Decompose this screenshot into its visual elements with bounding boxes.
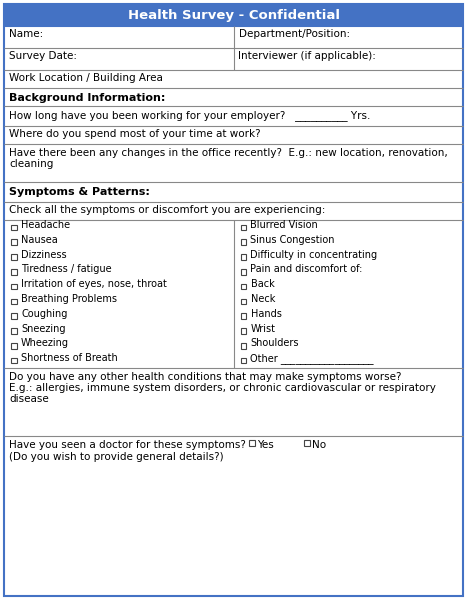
Text: Hands: Hands xyxy=(250,308,282,319)
Text: Wheezing: Wheezing xyxy=(21,338,69,348)
Text: Breathing Problems: Breathing Problems xyxy=(21,294,117,304)
Text: Yes: Yes xyxy=(257,440,274,450)
Bar xyxy=(11,269,16,275)
Bar xyxy=(11,284,16,289)
Text: Survey Date:: Survey Date: xyxy=(9,51,77,61)
Text: Health Survey - Confidential: Health Survey - Confidential xyxy=(127,8,340,22)
Text: E.g.: allergies, immune system disorders, or chronic cardiovascular or respirato: E.g.: allergies, immune system disorders… xyxy=(9,383,436,393)
Bar xyxy=(241,313,246,319)
Text: Neck: Neck xyxy=(250,294,275,304)
Bar xyxy=(241,269,246,275)
Text: disease: disease xyxy=(9,394,49,404)
Text: Symptoms & Patterns:: Symptoms & Patterns: xyxy=(9,187,150,197)
Bar xyxy=(241,328,246,334)
Text: No: No xyxy=(312,440,326,450)
Bar xyxy=(241,284,246,289)
Text: Other ___________________: Other ___________________ xyxy=(250,353,374,364)
Text: Blurred Vision: Blurred Vision xyxy=(250,220,318,230)
Text: Difficulty in concentrating: Difficulty in concentrating xyxy=(250,250,378,259)
Text: Background Information:: Background Information: xyxy=(9,93,165,103)
Text: Irritation of eyes, nose, throat: Irritation of eyes, nose, throat xyxy=(21,279,167,289)
Bar xyxy=(241,239,246,245)
Text: Work Location / Building Area: Work Location / Building Area xyxy=(9,73,163,83)
Bar xyxy=(241,358,246,364)
Text: Coughing: Coughing xyxy=(21,308,67,319)
Text: Name:: Name: xyxy=(9,29,43,39)
Bar xyxy=(241,224,246,230)
Text: Have there been any changes in the office recently?  E.g.: new location, renovat: Have there been any changes in the offic… xyxy=(9,148,448,158)
Bar xyxy=(11,254,16,260)
Text: Back: Back xyxy=(250,279,274,289)
Bar xyxy=(304,440,310,446)
Text: Where do you spend most of your time at work?: Where do you spend most of your time at … xyxy=(9,129,261,139)
Text: Headache: Headache xyxy=(21,220,70,230)
Text: Check all the symptoms or discomfort you are experiencing:: Check all the symptoms or discomfort you… xyxy=(9,205,325,215)
Text: Have you seen a doctor for these symptoms?: Have you seen a doctor for these symptom… xyxy=(9,440,246,450)
Text: Nausea: Nausea xyxy=(21,235,58,245)
Text: Department/Position:: Department/Position: xyxy=(239,29,350,39)
Text: How long have you been working for your employer?   __________ Yrs.: How long have you been working for your … xyxy=(9,110,370,121)
Text: Sneezing: Sneezing xyxy=(21,323,65,334)
Bar xyxy=(11,224,16,230)
Bar xyxy=(11,328,16,334)
Text: Sinus Congestion: Sinus Congestion xyxy=(250,235,335,245)
Bar xyxy=(4,4,463,26)
Text: Dizziness: Dizziness xyxy=(21,250,67,259)
Bar xyxy=(241,299,246,304)
Bar xyxy=(11,343,16,349)
Bar xyxy=(241,343,246,349)
Text: Pain and discomfort of:: Pain and discomfort of: xyxy=(250,264,363,274)
Bar xyxy=(11,299,16,304)
Bar xyxy=(249,440,255,446)
Text: cleaning: cleaning xyxy=(9,159,53,169)
Bar xyxy=(241,254,246,260)
Bar xyxy=(11,313,16,319)
Bar xyxy=(11,239,16,245)
Text: Interviewer (if applicable):: Interviewer (if applicable): xyxy=(239,51,376,61)
Text: Tiredness / fatigue: Tiredness / fatigue xyxy=(21,264,112,274)
Bar xyxy=(11,358,16,364)
Text: Do you have any other health conditions that may make symptoms worse?: Do you have any other health conditions … xyxy=(9,372,402,382)
Text: Shoulders: Shoulders xyxy=(250,338,299,348)
Text: Wrist: Wrist xyxy=(250,323,276,334)
Text: Shortness of Breath: Shortness of Breath xyxy=(21,353,118,363)
Text: (Do you wish to provide general details?): (Do you wish to provide general details?… xyxy=(9,452,224,462)
